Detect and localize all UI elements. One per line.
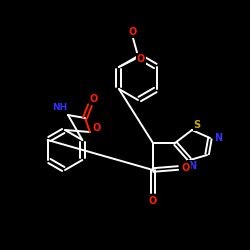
Text: O: O bbox=[90, 94, 98, 104]
Text: N: N bbox=[214, 133, 222, 143]
Text: NH: NH bbox=[52, 104, 68, 112]
Text: O: O bbox=[182, 163, 190, 173]
Text: O: O bbox=[137, 54, 145, 64]
Text: S: S bbox=[194, 120, 200, 130]
Text: N: N bbox=[188, 161, 196, 171]
Text: O: O bbox=[149, 196, 157, 206]
Text: O: O bbox=[93, 123, 101, 133]
Text: O: O bbox=[129, 27, 137, 37]
